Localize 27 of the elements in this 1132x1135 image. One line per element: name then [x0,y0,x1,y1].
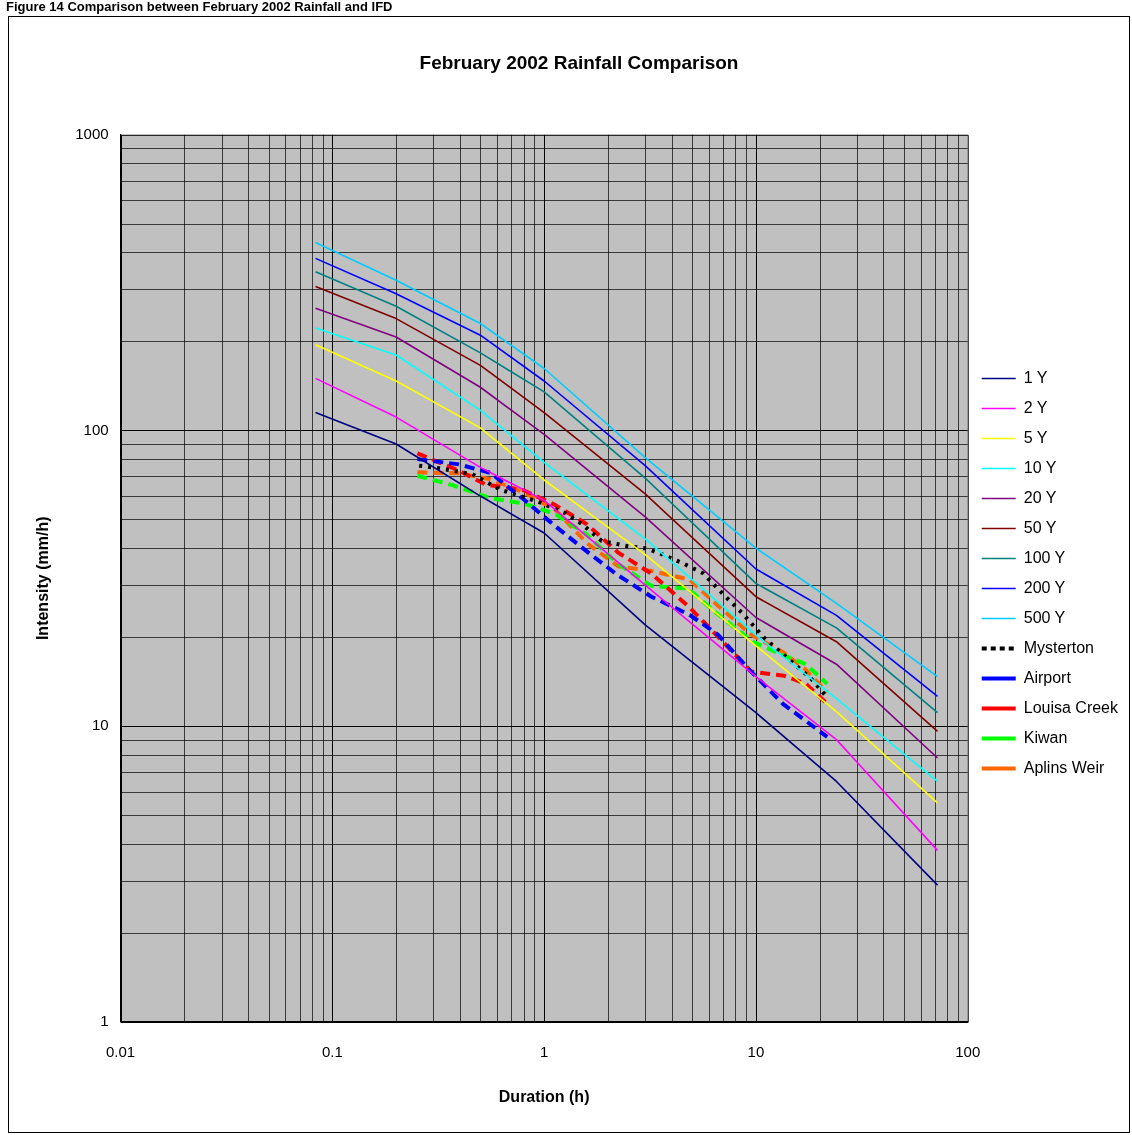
legend-label: Kiwan [1023,728,1068,746]
caption: Figure 14 Comparison between February 2002 Rainfall and IFD [6,0,393,14]
x-axis-title: Duration (h) [498,1087,590,1105]
legend-label: 500 Y [1023,608,1066,626]
legend-label: 2 Y [1023,398,1048,416]
y-tick-label: 100 [83,420,109,438]
legend-label: 100 Y [1023,548,1066,566]
x-tick-label: 0.01 [105,1042,136,1060]
y-tick-label: 1 [100,1011,109,1029]
legend-label: 200 Y [1023,578,1066,596]
y-axis-title: Intensity (mm/h) [34,516,52,641]
legend-label: Louisa Creek [1023,698,1119,716]
legend-label: 10 Y [1023,458,1057,476]
chart-title: February 2002 Rainfall Comparison [419,51,739,73]
legend-label: 20 Y [1023,488,1057,506]
y-tick-label: 1000 [75,124,109,142]
legend-label: Mysterton [1023,638,1094,656]
x-tick-label: 0.1 [321,1042,343,1060]
x-tick-label: 10 [747,1042,765,1060]
legend-label: 50 Y [1023,518,1057,536]
legend-label: Airport [1023,668,1072,686]
legend-label: 5 Y [1023,428,1048,446]
y-tick-label: 10 [91,716,109,734]
x-tick-label: 1 [539,1042,549,1060]
legend-label: 1 Y [1023,368,1048,386]
x-tick-label: 100 [955,1042,981,1060]
legend-label: Aplins Weir [1023,758,1106,776]
